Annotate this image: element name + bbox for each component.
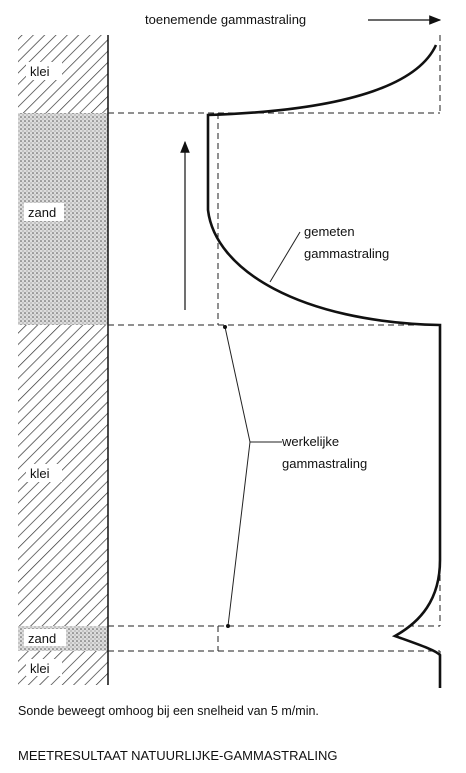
label-bg — [26, 464, 62, 482]
axis-label: toenemende gammastraling — [145, 12, 306, 27]
label-bg — [24, 203, 64, 221]
layer-label: zand — [28, 205, 56, 220]
annotation: gemeten — [304, 224, 355, 239]
caption: Sonde beweegt omhoog bij een snelheid va… — [18, 704, 319, 718]
layer-label: zand — [28, 631, 56, 646]
measured-curve — [206, 44, 442, 688]
annotation: gammastraling — [282, 456, 367, 471]
annotation: werkelijke — [281, 434, 339, 449]
leader-line — [269, 231, 301, 283]
label-bg — [26, 659, 62, 676]
layer-label: klei — [30, 64, 50, 79]
leader-dot — [226, 624, 230, 628]
annotation: gammastraling — [304, 246, 389, 261]
title: MEETRESULTAAT NATUURLIJKE-GAMMASTRALING — [18, 748, 338, 763]
leader-line — [224, 326, 282, 627]
leader-dot — [223, 325, 227, 329]
label-bg — [26, 62, 62, 80]
layer-label: klei — [30, 661, 50, 676]
label-bg — [24, 629, 66, 646]
layer-label: klei — [30, 466, 50, 481]
actual-radiation — [108, 35, 441, 685]
